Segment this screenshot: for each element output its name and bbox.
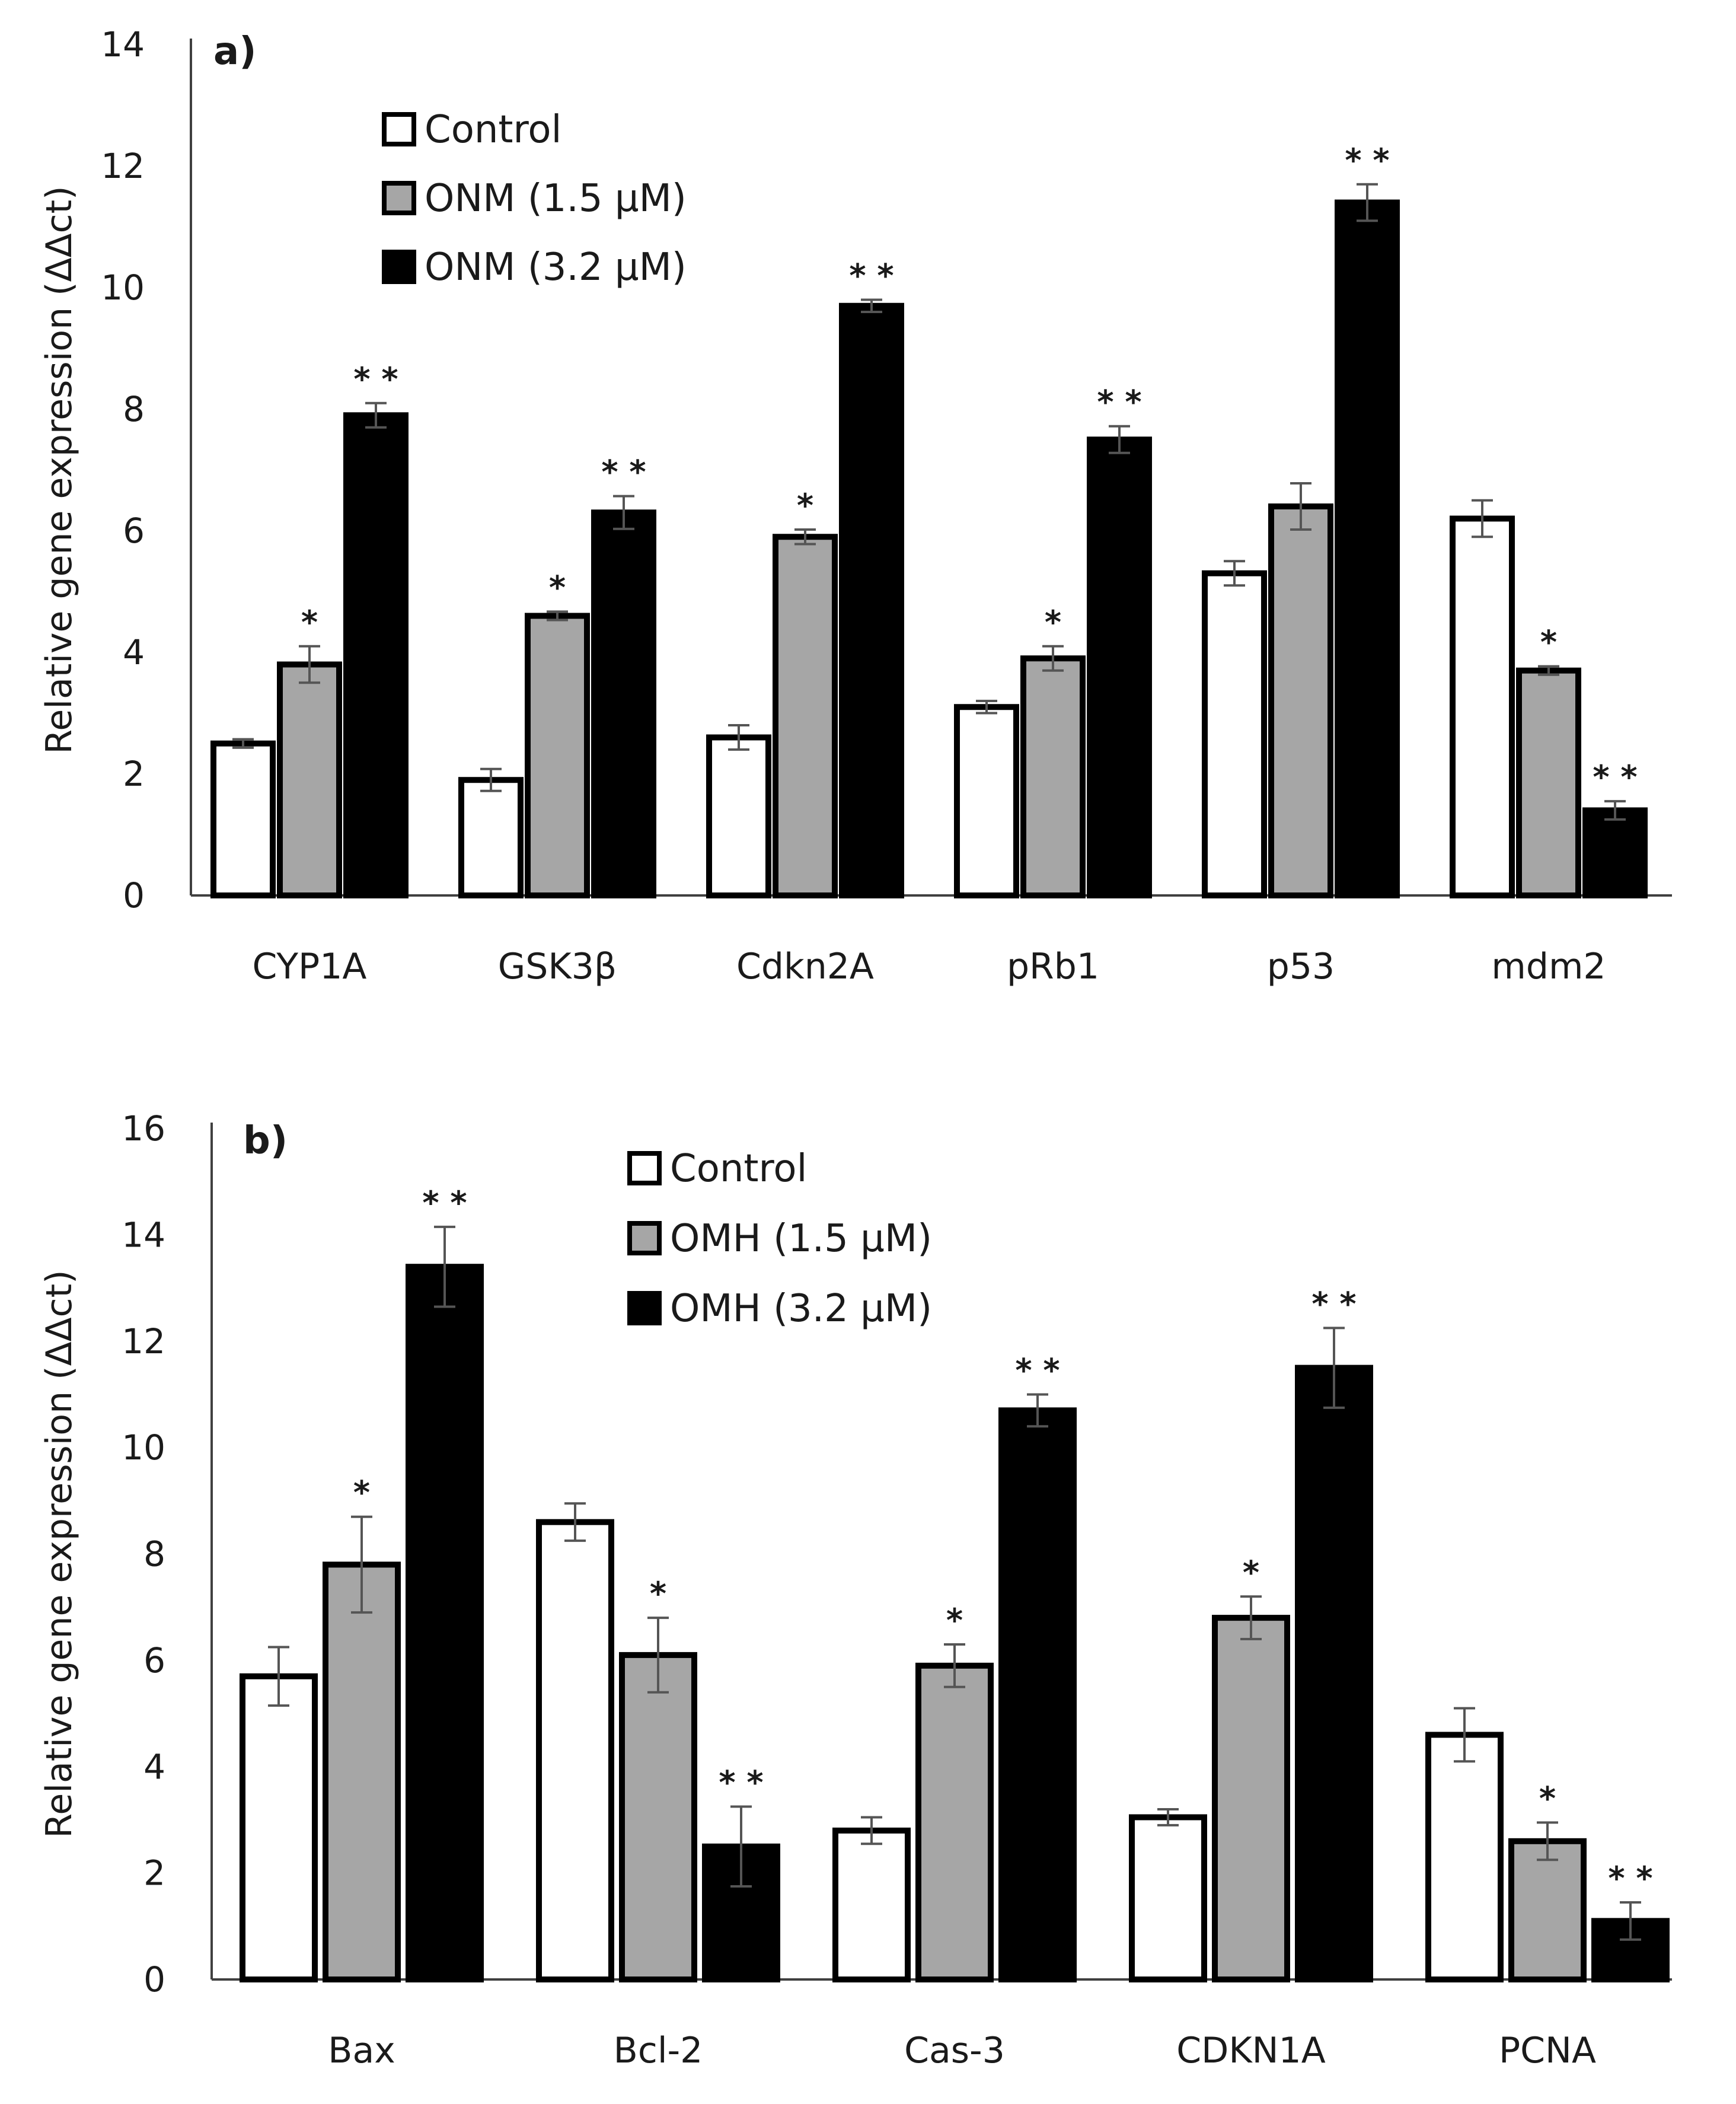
chart-b-ytick-label: 12	[122, 1321, 165, 1362]
bar-cdkn2a-onm-1-5-m	[773, 534, 838, 898]
bar-pcna-control	[1425, 1732, 1504, 1982]
significance-cdkn1a-omh-3-2-m: * *	[1311, 1285, 1356, 1322]
bar-bcl-2-control	[536, 1519, 614, 1982]
legend-label-onm-1-5-m: ONM (1.5 μM)	[425, 177, 687, 221]
chart-a-ytick-label: 8	[123, 389, 145, 429]
significance-cdkn2a-onm-1-5-m: *	[797, 487, 813, 524]
chart-b-ytick-label: 14	[122, 1214, 165, 1255]
category-label-cas-3: Cas-3	[904, 2030, 1005, 2071]
bar-bax-omh-3-2-m	[406, 1264, 484, 1982]
legend-label-onm-3-2-m: ONM (3.2 μM)	[425, 246, 687, 289]
legend-label-omh-1-5-m: OMH (1.5 μM)	[670, 1217, 932, 1261]
bar-mdm2-onm-3-2-m	[1582, 807, 1648, 898]
bar-bcl-2-omh-1-5-m	[619, 1652, 697, 1982]
bar-p53-onm-3-2-m	[1335, 199, 1400, 898]
category-label-p53: p53	[1267, 946, 1335, 987]
significance-gsk3-onm-1-5-m: *	[549, 569, 566, 606]
significance-gsk3-onm-3-2-m: * *	[601, 454, 646, 491]
bar-p53-control	[1202, 570, 1267, 898]
category-label-prb1: pRb1	[1007, 946, 1099, 987]
significance-mdm2-onm-3-2-m: * *	[1593, 758, 1637, 796]
bar-cdkn1a-omh-3-2-m	[1295, 1365, 1373, 1982]
category-label-cdkn1a: CDKN1A	[1176, 2030, 1326, 2071]
significance-bcl-2-omh-1-5-m: *	[650, 1575, 666, 1612]
significance-bax-omh-1-5-m: *	[353, 1474, 370, 1512]
bar-bax-control	[240, 1673, 318, 1982]
significance-cyp1a-onm-3-2-m: * *	[353, 361, 398, 398]
chart-b-ytick-label: 10	[122, 1427, 165, 1468]
significance-pcna-omh-3-2-m: * *	[1608, 1860, 1652, 1897]
bar-gsk3-control	[458, 777, 524, 898]
significance-cdkn2a-onm-3-2-m: * *	[849, 257, 893, 295]
significance-cas-3-omh-1-5-m: *	[946, 1602, 963, 1639]
chart-a-y-axis-label: Relative gene expression (ΔΔct)	[39, 186, 80, 754]
bar-cdkn1a-omh-1-5-m	[1212, 1615, 1290, 1982]
category-label-gsk3: GSK3β	[498, 946, 617, 987]
bar-cdkn2a-control	[706, 734, 771, 898]
chart-b-ytick-label: 0	[143, 1959, 165, 2000]
bar-bax-omh-1-5-m	[323, 1561, 401, 1982]
chart-a-ytick-label: 12	[101, 146, 145, 186]
chart-a-ytick-label: 10	[101, 267, 145, 308]
chart-a-panel-label: a)	[213, 30, 256, 74]
bar-cyp1a-onm-3-2-m	[343, 412, 409, 898]
significance-bcl-2-omh-3-2-m: * *	[719, 1764, 763, 1802]
chart-a-ytick-label: 4	[123, 632, 145, 672]
chart-b-ytick-label: 6	[143, 1640, 165, 1681]
bar-prb1-control	[954, 704, 1019, 898]
chart-a-ytick-label: 0	[123, 875, 145, 916]
bar-gsk3-onm-3-2-m	[591, 509, 656, 898]
bar-cas-3-omh-1-5-m	[915, 1662, 994, 1982]
category-label-cdkn2a: Cdkn2A	[736, 946, 874, 987]
category-label-mdm2: mdm2	[1491, 946, 1606, 987]
legend-swatch-omh-1-5-m	[627, 1221, 662, 1255]
bar-mdm2-onm-1-5-m	[1516, 667, 1581, 898]
legend-swatch-onm-3-2-m	[382, 250, 416, 284]
significance-prb1-onm-1-5-m: *	[1045, 604, 1061, 641]
significance-prb1-onm-3-2-m: * *	[1097, 384, 1141, 421]
chart-a: 0 2 4 6 8 10 12 14 Relative gene expression (ΔΔc…	[39, 24, 1672, 987]
bar-prb1-onm-1-5-m	[1020, 655, 1086, 898]
legend-swatch-control	[627, 1151, 662, 1185]
bar-gsk3-onm-1-5-m	[525, 613, 590, 898]
significance-cdkn1a-omh-1-5-m: *	[1243, 1554, 1259, 1591]
bar-cas-3-omh-3-2-m	[998, 1407, 1077, 1982]
significance-p53-onm-3-2-m: * *	[1345, 142, 1389, 179]
bar-cdkn1a-control	[1129, 1814, 1207, 1982]
bar-mdm2-control	[1450, 515, 1515, 898]
legend-label-control: Control	[670, 1147, 807, 1191]
chart-a-ytick-label: 6	[123, 511, 145, 551]
category-label-cyp1a: CYP1A	[253, 946, 367, 987]
bar-p53-onm-1-5-m	[1268, 503, 1333, 898]
bar-prb1-onm-3-2-m	[1087, 436, 1152, 898]
category-label-bcl-2: Bcl-2	[614, 2030, 703, 2071]
chart-b-ytick-label: 4	[143, 1746, 165, 1787]
chart-a-ytick-label: 2	[123, 754, 145, 794]
legend-label-control: Control	[425, 108, 561, 152]
bar-cyp1a-control	[210, 740, 276, 898]
bar-cyp1a-onm-1-5-m	[277, 661, 342, 898]
significance-cyp1a-onm-1-5-m: *	[301, 604, 318, 641]
chart-b-ytick-label: 2	[143, 1853, 165, 1893]
category-label-bax: Bax	[328, 2030, 395, 2071]
legend-swatch-onm-1-5-m	[382, 181, 416, 215]
chart-b: 0 2 4 6 8 10 12 14 16 Relative gene expression (Δ…	[39, 1108, 1672, 2071]
significance-bax-omh-3-2-m: * *	[422, 1184, 467, 1222]
bar-cas-3-control	[832, 1827, 911, 1982]
significance-cas-3-omh-3-2-m: * *	[1015, 1351, 1060, 1389]
chart-b-ytick-label: 16	[122, 1108, 165, 1149]
significance-pcna-omh-1-5-m: *	[1539, 1780, 1556, 1817]
significance-mdm2-onm-1-5-m: *	[1540, 624, 1557, 661]
legend-swatch-control	[382, 112, 416, 146]
bar-cdkn2a-onm-3-2-m	[839, 302, 904, 898]
legend-swatch-omh-3-2-m	[627, 1291, 662, 1325]
category-label-pcna: PCNA	[1499, 2030, 1596, 2071]
chart-b-ytick-label: 8	[143, 1534, 165, 1574]
legend-label-omh-3-2-m: OMH (3.2 μM)	[670, 1287, 932, 1331]
chart-a-ytick-label: 14	[101, 24, 145, 65]
chart-b-panel-label: b)	[243, 1119, 288, 1163]
chart-b-y-axis-label: Relative gene expression (ΔΔct)	[39, 1270, 80, 1838]
bar-pcna-omh-1-5-m	[1508, 1838, 1587, 1982]
